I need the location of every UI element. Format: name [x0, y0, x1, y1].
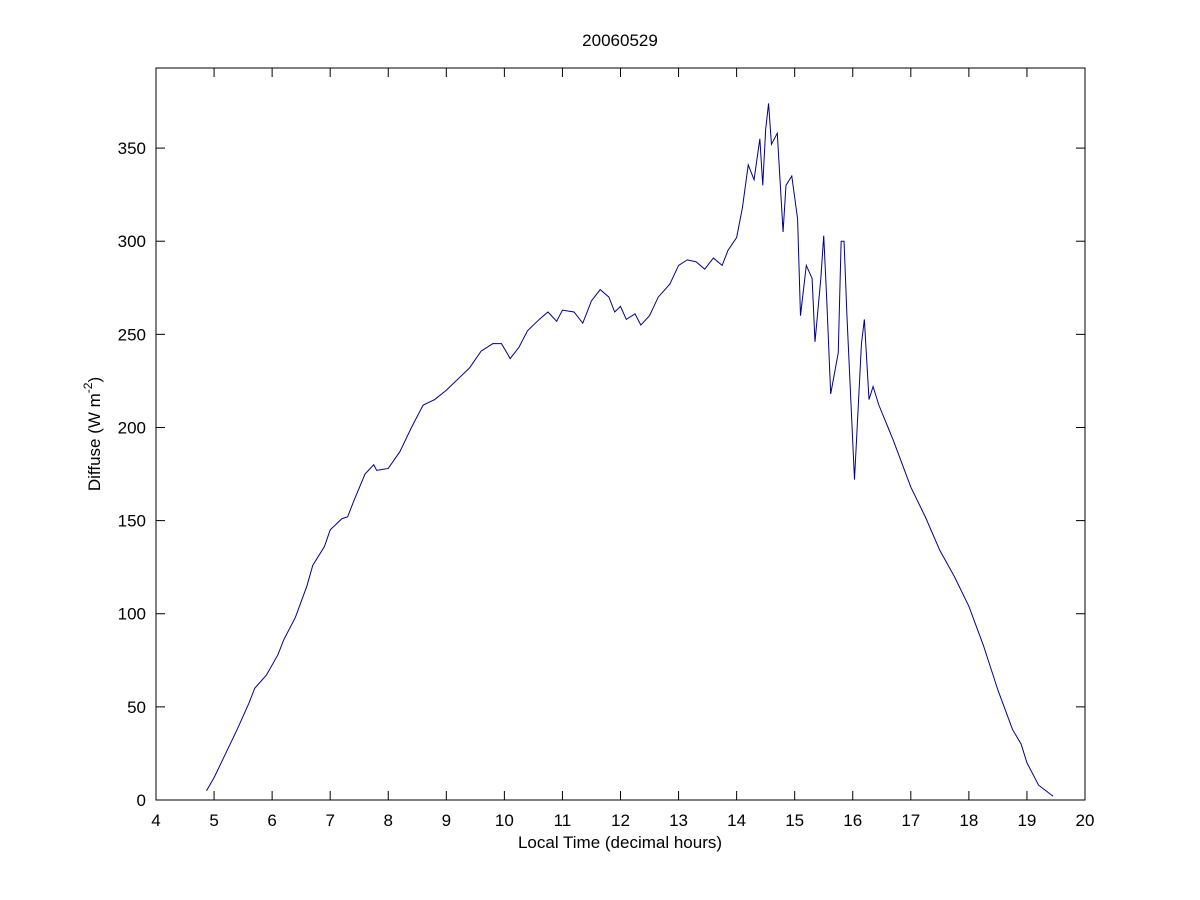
y-tick-label: 200 [118, 418, 146, 437]
x-tick-label: 16 [843, 811, 862, 830]
y-tick-label: 300 [118, 232, 146, 251]
x-tick-label: 19 [1017, 811, 1036, 830]
x-tick-label: 14 [727, 811, 746, 830]
y-axis-label-end: ) [85, 377, 104, 383]
x-tick-label: 10 [495, 811, 514, 830]
x-tick-label: 9 [442, 811, 451, 830]
x-tick-label: 7 [325, 811, 334, 830]
y-tick-label: 0 [137, 791, 146, 810]
x-axis-label: Local Time (decimal hours) [518, 833, 722, 852]
x-tick-label: 12 [611, 811, 630, 830]
y-tick-label: 350 [118, 139, 146, 158]
y-tick-label: 250 [118, 325, 146, 344]
y-tick-label: 150 [118, 512, 146, 531]
data-line [206, 103, 1054, 797]
x-tick-label: 15 [785, 811, 804, 830]
x-tick-label: 4 [151, 811, 160, 830]
x-tick-label: 18 [959, 811, 978, 830]
y-axis-label-main: Diffuse (W m [85, 393, 104, 491]
y-axis-label: Diffuse (W m-2) [81, 377, 104, 491]
x-tick-label: 17 [901, 811, 920, 830]
chart-title: 20060529 [582, 31, 658, 50]
x-tick-label: 13 [669, 811, 688, 830]
x-tick-label: 5 [209, 811, 218, 830]
y-axis-label-exponent: -2 [81, 382, 95, 393]
x-tick-label: 11 [554, 811, 572, 830]
y-tick-label: 50 [127, 698, 146, 717]
y-tick-label: 100 [118, 605, 146, 624]
x-tick-label: 6 [267, 811, 276, 830]
x-tick-label: 20 [1076, 811, 1095, 830]
x-tick-label: 8 [384, 811, 393, 830]
